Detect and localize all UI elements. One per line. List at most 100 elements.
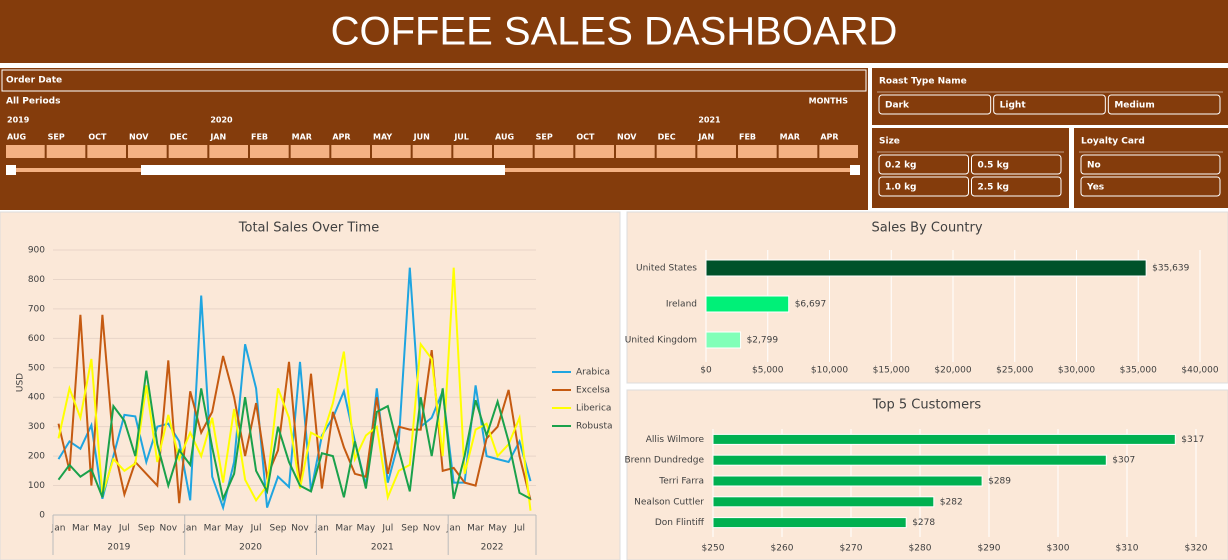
- x-tick-label: Sep: [270, 524, 287, 534]
- legend-label: Robusta: [576, 422, 613, 432]
- slicer-title: Size: [879, 137, 900, 147]
- timeline-tile[interactable]: [46, 145, 86, 158]
- bar: [712, 433, 1176, 445]
- x-tick-label: $30,000: [1058, 366, 1095, 376]
- x-tick-label: $250: [702, 544, 725, 554]
- timeline-tile[interactable]: [534, 145, 574, 158]
- timeline-tile[interactable]: [412, 145, 452, 158]
- slicer-button[interactable]: [878, 154, 969, 175]
- y-tick-label: 500: [28, 363, 45, 373]
- y-tick-label: 600: [28, 334, 45, 344]
- x-tick-label: Nov: [159, 524, 177, 534]
- slicer-button[interactable]: [1080, 176, 1221, 197]
- x-tick-label: Mar: [72, 524, 89, 534]
- x-tick-label: Jan: [182, 524, 197, 534]
- legend-label: Liberica: [576, 404, 611, 414]
- series-line: [57, 267, 532, 511]
- slicer-button[interactable]: [878, 176, 969, 197]
- x-tick-label: Sep: [138, 524, 155, 534]
- timeline-tile[interactable]: [778, 145, 818, 158]
- timeline-month: SEP: [536, 133, 553, 142]
- x-tick-label: Nov: [291, 524, 309, 534]
- x-tick-label: Sep: [401, 524, 418, 534]
- series-line: [57, 314, 532, 504]
- timeline-tile[interactable]: [819, 145, 858, 158]
- slicer-button[interactable]: [1080, 154, 1221, 175]
- y-tick-label: 700: [28, 304, 45, 314]
- timeline-label: Order Date: [6, 76, 62, 86]
- x-tick-label: $290: [978, 544, 1001, 554]
- legend-label: Arabica: [576, 368, 610, 378]
- timeline-tile[interactable]: [87, 145, 126, 158]
- scroll-right[interactable]: [850, 165, 860, 175]
- x-tick-label: Jul: [250, 524, 262, 534]
- x-tick-label: $320: [1185, 544, 1208, 554]
- slicer-item: 0.2 kg: [885, 161, 917, 171]
- slicer-item: 1.0 kg: [885, 183, 917, 193]
- category-label: United States: [636, 264, 697, 274]
- timeline-month: MAY: [373, 133, 392, 142]
- year-label: 2019: [107, 543, 130, 553]
- scroll-left[interactable]: [6, 165, 16, 175]
- timeline-year: 2019: [7, 116, 30, 125]
- slicer-item: Yes: [1086, 183, 1104, 193]
- timeline-month: FEB: [251, 133, 268, 142]
- x-tick-label: Mar: [335, 524, 352, 534]
- timeline-month: MAR: [780, 133, 800, 142]
- category-label: Brenn Dundredge: [624, 456, 704, 466]
- timeline-tile[interactable]: [209, 145, 248, 158]
- timeline-tile[interactable]: [453, 145, 492, 158]
- legend-label: Excelsa: [576, 386, 610, 396]
- timeline-tile[interactable]: [290, 145, 330, 158]
- timeline-month: JAN: [697, 133, 714, 142]
- timeline-tile[interactable]: [6, 145, 45, 158]
- slicer-button[interactable]: [1107, 94, 1221, 115]
- value-label: $317: [1181, 435, 1204, 445]
- timeline-level[interactable]: MONTHS: [809, 97, 849, 106]
- category-label: Ireland: [666, 300, 697, 310]
- x-tick-label: May: [357, 524, 376, 534]
- timeline-tile[interactable]: [372, 145, 411, 158]
- category-label: Don Flintiff: [655, 518, 705, 528]
- x-tick-label: May: [93, 524, 112, 534]
- timeline-tile[interactable]: [168, 145, 208, 158]
- chart-title: Total Sales Over Time: [238, 221, 379, 236]
- slicer-button[interactable]: [971, 176, 1062, 197]
- timeline-month: NOV: [617, 133, 637, 142]
- x-tick-label: $35,000: [1120, 366, 1157, 376]
- timeline-tile[interactable]: [616, 145, 655, 158]
- timeline-year: 2021: [698, 116, 721, 125]
- timeline-month: MAR: [292, 133, 312, 142]
- year-label: 2020: [239, 543, 262, 553]
- timeline-tile[interactable]: [250, 145, 289, 158]
- slicer-button[interactable]: [993, 94, 1106, 115]
- value-label: $282: [940, 497, 963, 507]
- timeline-tile[interactable]: [128, 145, 167, 158]
- scroll-thumb[interactable]: [141, 165, 505, 175]
- slicer-button[interactable]: [971, 154, 1062, 175]
- slicer-item: Light: [1000, 101, 1027, 111]
- timeline-tile[interactable]: [494, 145, 533, 158]
- timeline-header: [1, 69, 867, 92]
- slicer-button[interactable]: [878, 94, 992, 115]
- x-tick-label: $20,000: [934, 366, 971, 376]
- x-tick-label: $40,000: [1181, 366, 1218, 376]
- timeline-month: JUN: [413, 133, 430, 142]
- y-tick-label: 800: [28, 275, 45, 285]
- x-tick-label: Jul: [118, 524, 130, 534]
- timeline-tile[interactable]: [656, 145, 696, 158]
- chart-title: Top 5 Customers: [872, 398, 982, 413]
- timeline-tile[interactable]: [575, 145, 614, 158]
- category-label: Allis Wilmore: [646, 435, 705, 445]
- timeline-month: AUG: [495, 133, 514, 142]
- timeline-tile[interactable]: [697, 145, 736, 158]
- timeline-tile[interactable]: [331, 145, 370, 158]
- y-tick-label: 300: [28, 422, 45, 432]
- timeline-tile[interactable]: [738, 145, 777, 158]
- timeline-month: OCT: [576, 133, 595, 142]
- customer-chart-panel: [626, 389, 1228, 560]
- x-tick-label: $270: [840, 544, 863, 554]
- x-tick-label: Jul: [381, 524, 393, 534]
- y-tick-label: 200: [28, 452, 45, 462]
